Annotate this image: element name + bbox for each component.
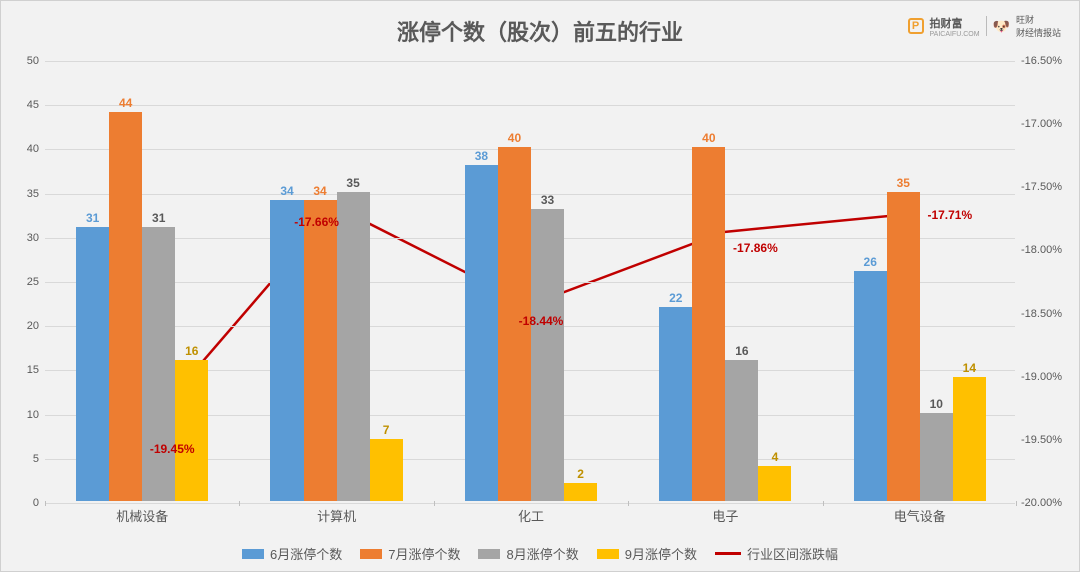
y-right-tick-label: -19.50% bbox=[1021, 434, 1073, 446]
y-left-tick-label: 0 bbox=[11, 497, 39, 509]
category-group: 化工3840332 bbox=[434, 61, 628, 501]
line-value-label: -18.44% bbox=[519, 314, 564, 328]
bar-value-label: 38 bbox=[465, 149, 498, 163]
bar-value-label: 16 bbox=[725, 344, 758, 358]
logo-area: P 拍财富 PAICAIFU.COM 🐶 旺财 财经情报站 bbox=[908, 13, 1062, 39]
bar-value-label: 35 bbox=[887, 176, 920, 190]
logo-brand1: 拍财富 PAICAIFU.COM bbox=[930, 15, 980, 38]
y-right-tick-label: -20.00% bbox=[1021, 497, 1073, 509]
bar-value-label: 31 bbox=[76, 211, 109, 225]
bar-value-label: 44 bbox=[109, 96, 142, 110]
bar-value-label: 14 bbox=[953, 361, 986, 375]
y-right-tick-label: -16.50% bbox=[1021, 55, 1073, 67]
y-left-tick-label: 35 bbox=[11, 188, 39, 200]
bar: 16 bbox=[725, 360, 758, 501]
bar: 7 bbox=[370, 439, 403, 501]
bar: 2 bbox=[564, 483, 597, 501]
legend-swatch bbox=[597, 549, 619, 559]
y-right-tick-label: -19.00% bbox=[1021, 371, 1073, 383]
bar-value-label: 34 bbox=[304, 184, 337, 198]
category-label: 机械设备 bbox=[45, 506, 239, 525]
category-group: 机械设备31443116 bbox=[45, 61, 239, 501]
line-value-label: -17.66% bbox=[294, 215, 339, 229]
legend-item: 6月涨停个数 bbox=[242, 544, 342, 563]
plot-area: 05101520253035404550-16.50%-17.00%-17.50… bbox=[45, 61, 1015, 501]
y-right-tick-label: -18.50% bbox=[1021, 308, 1073, 320]
line-value-label: -17.86% bbox=[733, 241, 778, 255]
legend-item: 9月涨停个数 bbox=[597, 544, 697, 563]
bar: 44 bbox=[109, 112, 142, 501]
category-label: 计算机 bbox=[239, 506, 433, 525]
category-group: 电气设备26351014 bbox=[823, 61, 1017, 501]
chart-container: 涨停个数（股次）前五的行业 P 拍财富 PAICAIFU.COM 🐶 旺财 财经… bbox=[0, 0, 1080, 572]
bar: 34 bbox=[304, 200, 337, 501]
bar-value-label: 35 bbox=[337, 176, 370, 190]
bar-value-label: 34 bbox=[270, 184, 303, 198]
legend-item: 7月涨停个数 bbox=[360, 544, 460, 563]
bar: 38 bbox=[465, 165, 498, 501]
legend-line-swatch bbox=[715, 552, 741, 555]
bar: 4 bbox=[758, 466, 791, 501]
category-label: 电子 bbox=[628, 506, 822, 525]
category-group: 计算机3434357 bbox=[239, 61, 433, 501]
line-value-label: -19.45% bbox=[150, 442, 195, 456]
bar-value-label: 10 bbox=[920, 397, 953, 411]
bar-value-label: 16 bbox=[175, 344, 208, 358]
bar: 34 bbox=[270, 200, 303, 501]
category-label: 电气设备 bbox=[823, 506, 1017, 525]
y-left-tick-label: 50 bbox=[11, 55, 39, 67]
legend-swatch bbox=[242, 549, 264, 559]
legend-item: 8月涨停个数 bbox=[478, 544, 578, 563]
y-left-tick-label: 5 bbox=[11, 453, 39, 465]
y-left-tick-label: 25 bbox=[11, 276, 39, 288]
bar-value-label: 4 bbox=[758, 450, 791, 464]
bar-value-label: 40 bbox=[498, 131, 531, 145]
bar-value-label: 33 bbox=[531, 193, 564, 207]
legend-swatch bbox=[478, 549, 500, 559]
y-left-tick-label: 45 bbox=[11, 99, 39, 111]
bar: 26 bbox=[854, 271, 887, 501]
bar: 31 bbox=[76, 227, 109, 501]
legend-label: 行业区间涨跌幅 bbox=[747, 544, 838, 563]
logo-mascot-icon: 🐶 bbox=[993, 18, 1010, 35]
bar: 31 bbox=[142, 227, 175, 501]
legend-label: 9月涨停个数 bbox=[625, 544, 697, 563]
bar-value-label: 7 bbox=[370, 423, 403, 437]
logo-brand2: 旺财 财经情报站 bbox=[1016, 13, 1061, 39]
gridline bbox=[45, 503, 1015, 504]
bar: 10 bbox=[920, 413, 953, 501]
legend-label: 6月涨停个数 bbox=[270, 544, 342, 563]
legend-swatch bbox=[360, 549, 382, 559]
bar-value-label: 2 bbox=[564, 467, 597, 481]
category-label: 化工 bbox=[434, 506, 628, 525]
legend: 6月涨停个数 7月涨停个数 8月涨停个数 9月涨停个数 行业区间涨跌幅 bbox=[1, 544, 1079, 563]
logo-divider bbox=[986, 16, 987, 36]
y-right-tick-label: -17.50% bbox=[1021, 181, 1073, 193]
y-left-tick-label: 15 bbox=[11, 364, 39, 376]
y-left-tick-label: 30 bbox=[11, 232, 39, 244]
bar-value-label: 31 bbox=[142, 211, 175, 225]
bar: 40 bbox=[692, 147, 725, 501]
line-value-label: -17.71% bbox=[927, 208, 972, 222]
category-group: 电子2240164 bbox=[628, 61, 822, 501]
bar: 35 bbox=[887, 192, 920, 501]
legend-item: 行业区间涨跌幅 bbox=[715, 544, 838, 563]
legend-label: 8月涨停个数 bbox=[506, 544, 578, 563]
bar: 16 bbox=[175, 360, 208, 501]
bar: 14 bbox=[953, 377, 986, 501]
y-left-tick-label: 40 bbox=[11, 143, 39, 155]
bar-value-label: 22 bbox=[659, 291, 692, 305]
y-left-tick-label: 10 bbox=[11, 409, 39, 421]
bar: 35 bbox=[337, 192, 370, 501]
y-left-tick-label: 20 bbox=[11, 320, 39, 332]
legend-label: 7月涨停个数 bbox=[388, 544, 460, 563]
bar: 33 bbox=[531, 209, 564, 501]
logo-icon: P bbox=[908, 18, 924, 34]
bar-value-label: 40 bbox=[692, 131, 725, 145]
y-right-tick-label: -18.00% bbox=[1021, 244, 1073, 256]
bar-value-label: 26 bbox=[854, 255, 887, 269]
bar: 22 bbox=[659, 307, 692, 501]
y-right-tick-label: -17.00% bbox=[1021, 118, 1073, 130]
